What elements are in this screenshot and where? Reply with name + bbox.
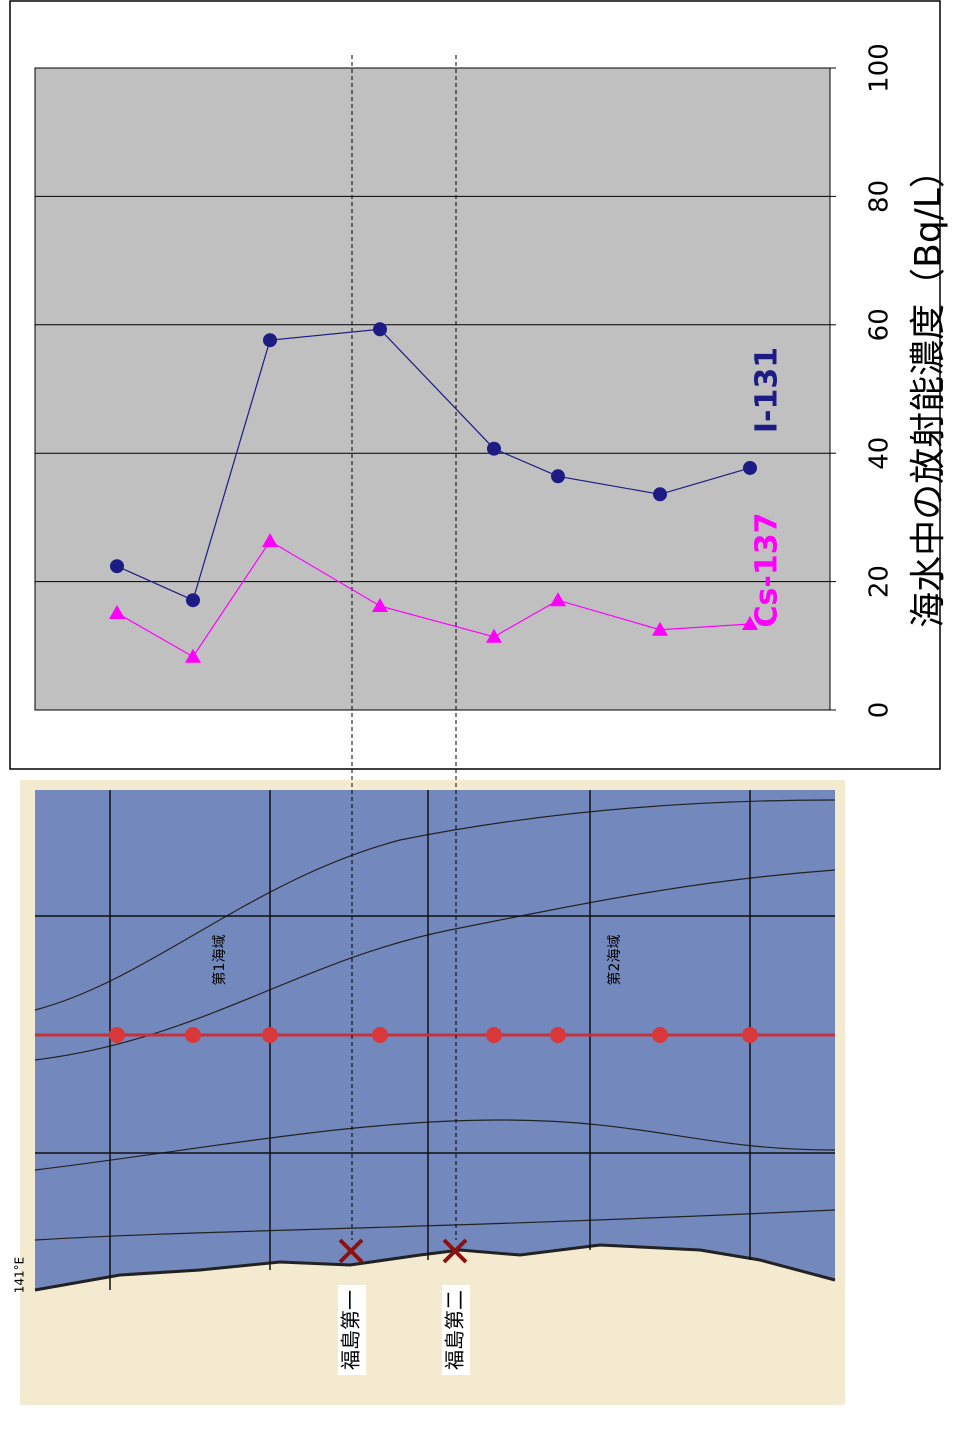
marker [109,605,125,620]
y-tick-label: 60 [865,308,895,341]
series-label: Cs-137 [750,513,785,628]
marker [743,460,757,475]
marker [372,597,388,612]
marker [742,615,758,630]
marker [550,592,566,607]
coastline [34,1243,836,1292]
area-label: 第2海域 [606,935,623,986]
marker [652,621,668,636]
marker [186,593,200,608]
series-label: I-131 [750,347,785,433]
label-box [442,1285,470,1375]
y-tick-label: 40 [865,437,895,470]
sea [35,790,835,1290]
series-line [116,328,751,602]
y-tick-label: 20 [865,565,895,598]
marker [185,648,201,663]
plant-marks [338,1238,468,1264]
label-box [338,1285,366,1375]
plot-area [34,67,831,711]
lon-label: 141°E [13,1257,27,1294]
marker [262,533,278,548]
map: 第1海域 第2海域 141°E 福島第一 福島第二 [13,780,845,1405]
axis-title: 海水中の放射能濃度（Bq/L） [908,152,949,628]
marker [373,322,387,337]
plant-label: 福島第一 [339,1290,363,1370]
contours [34,799,836,1241]
marker [263,333,277,348]
survey-points [109,1027,758,1043]
series-line [116,540,751,658]
marker [551,469,565,484]
plant-label: 福島第二 [443,1290,467,1370]
area-label: 第1海域 [211,935,228,986]
y-tick-label: 80 [865,180,895,213]
marker [486,628,502,643]
marker [110,559,124,574]
marker [653,487,667,502]
y-tick-label: 100 [865,43,895,93]
y-tick-label: 0 [865,702,895,719]
marker [487,441,501,456]
